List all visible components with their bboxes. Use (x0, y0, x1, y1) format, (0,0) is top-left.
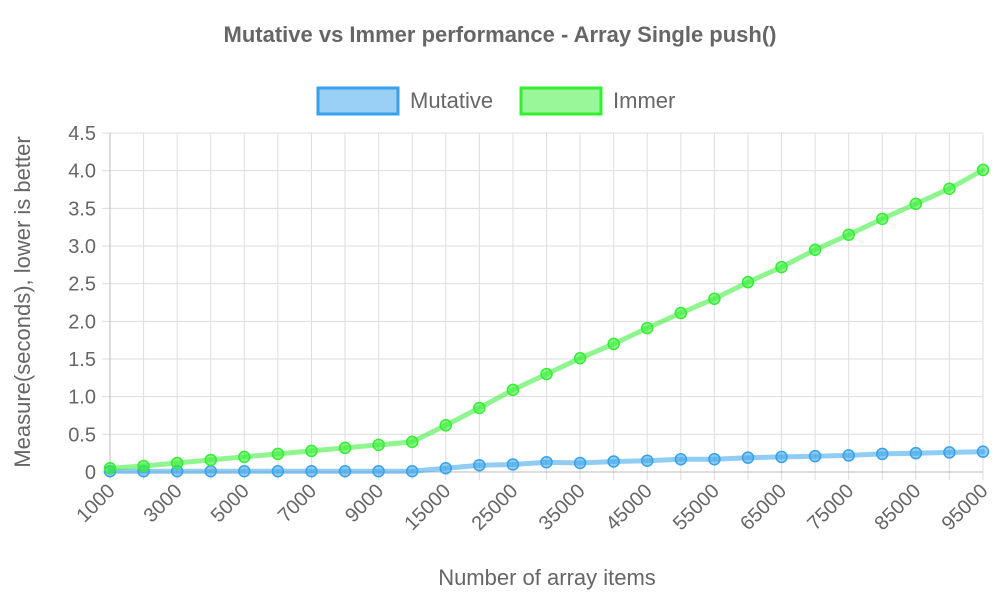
legend-swatch-immer (519, 86, 603, 116)
x-axis-ticks: 1000 3000 5000 7000 9000 15000 25000 35000 45000… (73, 480, 993, 535)
data-point-mutative[interactable] (405, 464, 419, 478)
y-tick-label: 4.5 (68, 123, 96, 145)
data-point-immer[interactable] (271, 447, 285, 461)
data-point-immer[interactable] (473, 401, 486, 415)
data-point-immer[interactable] (876, 212, 889, 226)
x-tick-label: 25000 (468, 480, 523, 535)
x-tick-label: 95000 (938, 480, 993, 535)
data-point-mutative[interactable] (473, 458, 486, 472)
data-point-immer[interactable] (573, 351, 587, 365)
data-point-immer[interactable] (170, 456, 184, 470)
data-point-mutative[interactable] (876, 447, 889, 461)
data-point-immer[interactable] (741, 275, 755, 289)
data-point-mutative[interactable] (305, 464, 318, 478)
data-point-mutative[interactable] (238, 464, 251, 478)
x-tick-label: 3000 (140, 480, 187, 527)
x-tick-label: 9000 (341, 480, 388, 527)
data-point-immer[interactable] (405, 435, 419, 449)
data-point-mutative[interactable] (372, 464, 385, 478)
data-point-mutative[interactable] (741, 451, 755, 464)
data-point-mutative[interactable] (439, 461, 453, 475)
data-point-immer[interactable] (540, 367, 553, 381)
x-tick-label: 15000 (400, 480, 455, 535)
data-point-immer[interactable] (808, 243, 822, 257)
y-tick-label: 0.5 (68, 424, 96, 446)
data-point-immer[interactable] (674, 306, 688, 320)
legend-label-immer: Immer (613, 88, 675, 113)
data-point-mutative[interactable] (607, 455, 620, 468)
y-tick-label: 1.0 (68, 387, 96, 409)
legend-swatch-mutative (316, 86, 400, 116)
data-point-immer[interactable] (909, 197, 923, 211)
grid (102, 132, 984, 480)
data-point-immer[interactable] (976, 163, 990, 177)
y-tick-label: 2.5 (68, 274, 96, 296)
y-tick-label: 3.5 (68, 198, 96, 220)
y-tick-label: 1.5 (68, 349, 96, 371)
y-axis-ticks: 0 0.5 1.0 1.5 2.0 2.5 3.0 3.5 4.0 4.5 (68, 123, 96, 484)
data-point-mutative[interactable] (909, 446, 923, 460)
data-point-immer[interactable] (238, 450, 251, 464)
y-tick-label: 3.0 (68, 236, 96, 258)
data-point-immer[interactable] (640, 321, 654, 335)
legend-label-mutative: Mutative (410, 88, 493, 113)
x-tick-label: 85000 (870, 480, 925, 535)
data-point-immer[interactable] (103, 461, 117, 475)
y-tick-label: 0 (85, 462, 96, 484)
data-point-immer[interactable] (372, 438, 385, 452)
data-point-mutative[interactable] (573, 456, 587, 470)
x-tick-label: 5000 (207, 480, 254, 527)
x-axis-title: Number of array items (438, 565, 656, 590)
y-axis-title: Measure(seconds), lower is better (10, 136, 35, 467)
data-point-mutative[interactable] (204, 464, 217, 478)
data-point-immer[interactable] (204, 453, 217, 467)
x-tick-label: 65000 (736, 480, 791, 535)
data-point-mutative[interactable] (640, 454, 654, 467)
x-tick-label: 1000 (73, 480, 120, 527)
data-point-immer[interactable] (137, 459, 150, 473)
data-point-immer[interactable] (607, 337, 620, 351)
data-point-immer[interactable] (943, 182, 956, 195)
data-point-mutative[interactable] (708, 452, 721, 466)
series (103, 163, 990, 478)
data-point-immer[interactable] (305, 444, 318, 458)
x-tick-label: 7000 (274, 480, 321, 527)
data-point-mutative[interactable] (976, 445, 990, 458)
data-point-immer[interactable] (708, 292, 721, 305)
data-point-mutative[interactable] (674, 452, 688, 466)
data-point-mutative[interactable] (842, 449, 855, 462)
y-tick-label: 4.0 (68, 161, 96, 183)
data-point-immer[interactable] (775, 260, 788, 274)
data-point-mutative[interactable] (540, 455, 553, 469)
data-point-mutative[interactable] (338, 464, 352, 478)
legend: Mutative Immer (316, 86, 675, 116)
chart-title: Mutative vs Immer performance - Array Si… (224, 22, 777, 47)
data-point-immer[interactable] (338, 441, 352, 455)
y-tick-label: 2.0 (68, 311, 96, 333)
data-point-mutative[interactable] (506, 458, 520, 471)
x-tick-label: 45000 (602, 480, 657, 535)
data-point-immer[interactable] (439, 419, 453, 432)
data-point-mutative[interactable] (808, 449, 822, 463)
x-tick-label: 35000 (535, 480, 590, 535)
data-point-immer[interactable] (842, 228, 855, 241)
data-point-mutative[interactable] (271, 464, 285, 478)
data-point-mutative[interactable] (943, 446, 956, 459)
x-tick-label: 75000 (803, 480, 858, 535)
data-point-immer[interactable] (506, 383, 520, 397)
x-tick-label: 55000 (669, 480, 724, 535)
data-point-mutative[interactable] (775, 450, 788, 464)
